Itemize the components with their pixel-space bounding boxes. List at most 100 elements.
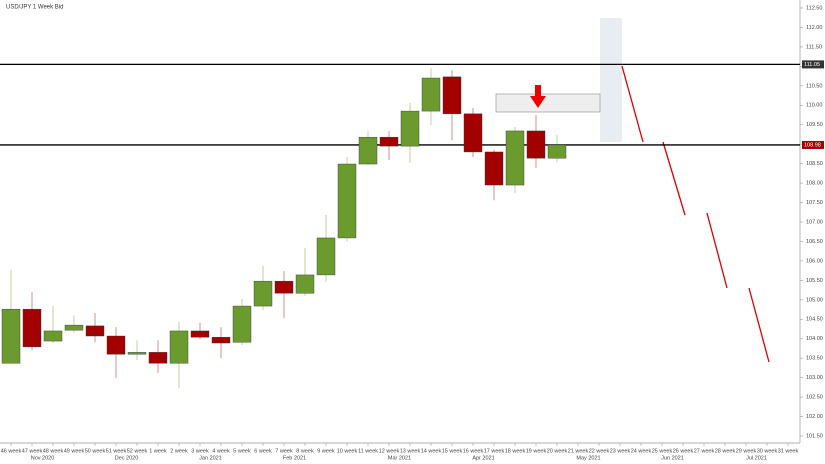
x-tick-label: 13 week (400, 448, 421, 454)
x-tick-label: 3 week (191, 448, 209, 454)
candle-body (106, 335, 126, 355)
candle-body (379, 136, 399, 147)
x-tick-label: 51 week (106, 448, 127, 454)
month-label: Dec 2020 (115, 455, 139, 461)
y-tick-label: 112.50 (806, 5, 822, 11)
x-tick-label: 29 week (736, 448, 757, 454)
projection-leg (706, 212, 728, 289)
y-tick-label: 105.00 (806, 297, 823, 303)
candle-body (85, 325, 105, 337)
y-tick-label: 105.50 (806, 278, 823, 284)
projection-leg (662, 141, 686, 216)
x-tick-label: 27 week (694, 448, 715, 454)
x-tick-label: 26 week (673, 448, 694, 454)
x-tick-label: 23 week (610, 448, 631, 454)
y-tick-label: 104.50 (806, 317, 823, 323)
x-tick-label: 17 week (484, 448, 505, 454)
x-tick-label: 9 week (317, 448, 335, 454)
candle-body (526, 130, 546, 159)
y-tick-label: 107.50 (806, 200, 823, 206)
y-tick-label: 112.00 (806, 25, 822, 31)
x-tick-label: 25 week (652, 448, 673, 454)
month-label: Nov 2020 (31, 455, 55, 461)
candle-body (505, 130, 525, 186)
candle-body (358, 136, 378, 165)
x-tick-label: 14 week (421, 448, 442, 454)
candle-body (64, 324, 84, 331)
x-tick-label: 7 week (275, 448, 293, 454)
level-label-box (802, 60, 824, 69)
x-tick-label: 48 week (43, 448, 64, 454)
x-tick-label: 30 week (757, 448, 778, 454)
y-tick-label: 110.50 (806, 83, 822, 89)
x-tick-label: 1 week (149, 448, 167, 454)
y-tick-label: 106.50 (806, 239, 823, 245)
x-tick-label: 5 week (233, 448, 251, 454)
x-tick-label: 19 week (526, 448, 547, 454)
candle-body (400, 110, 420, 147)
resistance-box (495, 93, 601, 113)
x-tick-label: 21 week (568, 448, 589, 454)
x-tick-label: 46 week (1, 448, 22, 454)
month-label: Feb 2021 (283, 455, 306, 461)
month-label: Apr 2021 (472, 455, 494, 461)
x-tick-label: 4 week (212, 448, 230, 454)
x-tick-label: 2 week (170, 448, 188, 454)
month-label: Jan 2021 (199, 455, 222, 461)
y-tick-label: 107.00 (806, 219, 823, 225)
level-label-box (802, 140, 824, 149)
x-tick-label: 28 week (715, 448, 736, 454)
y-tick-label: 101.50 (806, 433, 823, 439)
x-tick-label: 20 week (547, 448, 568, 454)
y-tick-label: 102.00 (806, 414, 823, 420)
month-label: Jun 2021 (661, 455, 684, 461)
y-tick-label: 111.50 (806, 44, 822, 50)
candle-body (337, 163, 357, 239)
x-tick-label: 6 week (254, 448, 272, 454)
y-tick-label: 110.00 (806, 103, 822, 109)
candle-body (295, 274, 315, 294)
x-tick-label: 10 week (337, 448, 358, 454)
y-tick-label: 108.50 (806, 161, 823, 167)
x-tick-label: 12 week (379, 448, 400, 454)
candle-body (274, 280, 294, 294)
x-tick-label: 24 week (631, 448, 652, 454)
candle-body (22, 308, 42, 348)
y-tick-label: 109.50 (806, 122, 823, 128)
chart-title: USD/JPY 1 Week Bid (6, 5, 63, 11)
projection (621, 65, 770, 363)
projection-leg (748, 287, 770, 363)
x-tick-label: 16 week (463, 448, 484, 454)
candle-body (127, 352, 147, 355)
x-tick-label: 22 week (589, 448, 610, 454)
projection-leg (621, 65, 644, 143)
month-label: Mar 2021 (388, 455, 411, 461)
y-tick-label: 102.50 (806, 395, 823, 401)
candle-body (1, 308, 21, 364)
candle-body (148, 352, 168, 364)
candle-body (169, 330, 189, 364)
x-tick-label: 18 week (505, 448, 526, 454)
candle-body (232, 305, 252, 343)
y-tick-label: 104.00 (806, 336, 823, 342)
candle-body (211, 336, 231, 344)
y-tick-label: 106.00 (806, 258, 823, 264)
y-tick-label: 103.00 (806, 375, 823, 381)
candle-body (316, 237, 336, 276)
level-label: 111.05 (804, 62, 820, 68)
candle-body (253, 280, 273, 307)
x-tick-label: 47 week (22, 448, 43, 454)
candle-body (547, 144, 567, 159)
candle-body (43, 330, 63, 342)
month-label: May 2021 (576, 455, 600, 461)
candle-body (190, 330, 210, 338)
x-tick-label: 50 week (85, 448, 106, 454)
y-tick-label: 108.00 (806, 181, 823, 187)
level-label: 108.98 (804, 142, 821, 148)
candle-body (484, 151, 504, 186)
x-tick-label: 11 week (358, 448, 378, 454)
candle-body (463, 113, 483, 153)
forecast-zone (600, 18, 622, 142)
x-tick-label: 8 week (296, 448, 314, 454)
